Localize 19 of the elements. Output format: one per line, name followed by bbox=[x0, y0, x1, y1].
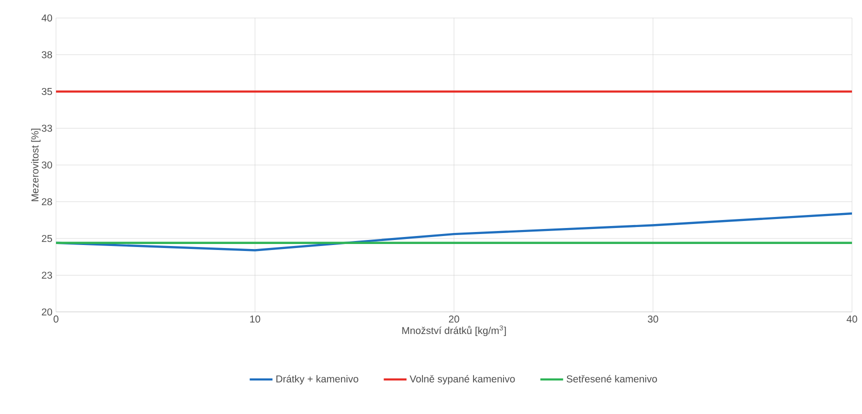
x-axis-title: Množství drátků [kg/m$^{3}$] bbox=[402, 325, 506, 336]
y-tick-label: 23 bbox=[42, 272, 52, 279]
y-tick-label: 25 bbox=[42, 234, 52, 242]
y-tick-label: 30 bbox=[42, 161, 52, 169]
x-tick-label: 30 bbox=[648, 316, 658, 323]
legend-label: Setřesené kamenivo bbox=[566, 374, 657, 382]
y-tick-label: 20 bbox=[42, 308, 52, 316]
y-tick-label: 28 bbox=[42, 198, 52, 206]
x-tick-label: 20 bbox=[448, 316, 460, 323]
x-tick-label: 40 bbox=[846, 316, 858, 323]
y-tick-label: 38 bbox=[42, 51, 52, 58]
y-tick-label: 35 bbox=[42, 88, 52, 96]
legend-label: Drátky + kamenivo bbox=[276, 374, 358, 384]
y-axis-title: Mezerovitost [%] bbox=[31, 128, 40, 202]
x-tick-label: 10 bbox=[250, 316, 260, 323]
x-tick-label: 0 bbox=[54, 316, 58, 323]
legend-label: Volně sypané kamenivo bbox=[410, 374, 515, 384]
y-tick-label: 33 bbox=[42, 124, 52, 132]
y-tick-label: 40 bbox=[42, 14, 52, 22]
